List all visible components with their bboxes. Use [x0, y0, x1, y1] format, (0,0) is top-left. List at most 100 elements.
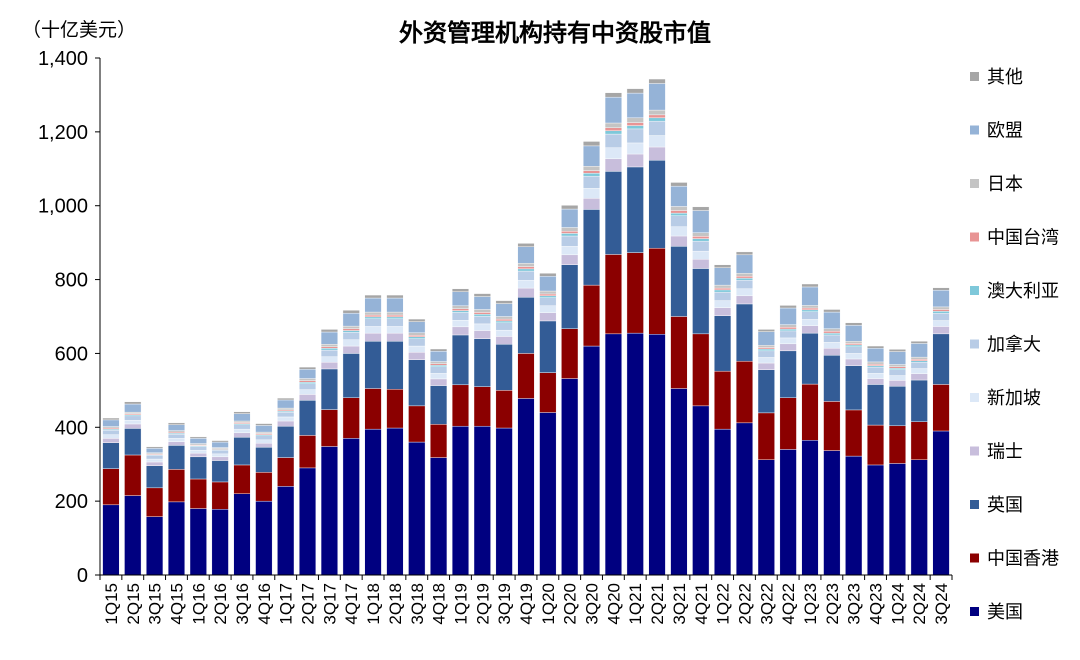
bar-segment	[779, 449, 797, 576]
bar-segment	[692, 206, 710, 211]
bar-segment	[189, 436, 207, 439]
bar-segment	[692, 259, 710, 269]
bar-segment	[867, 366, 885, 374]
bar-segment	[233, 428, 251, 434]
x-tick-label: 2Q22	[735, 583, 754, 625]
bar-segment	[604, 147, 622, 160]
bar-segment	[473, 309, 491, 313]
bar-segment	[561, 235, 579, 247]
x-tick-label: 2Q17	[299, 583, 318, 625]
y-tick-label: 800	[55, 270, 88, 292]
bar-segment	[801, 440, 819, 576]
bar-segment	[692, 250, 710, 260]
bar-segment	[779, 343, 797, 352]
bar-segment	[604, 96, 622, 124]
bar-segment	[670, 215, 688, 227]
bar-segment	[801, 332, 819, 385]
bar-segment	[517, 266, 535, 270]
bar-segment	[299, 400, 317, 436]
bar-segment	[102, 468, 120, 506]
x-tick-label: 1Q17	[277, 583, 296, 625]
bar-segment	[888, 364, 906, 367]
bar-segment	[932, 311, 950, 314]
bar-segment	[910, 343, 928, 358]
x-tick-label: 3Q24	[932, 583, 951, 625]
bar-segment	[626, 332, 644, 576]
bar-segment	[888, 351, 906, 365]
bar-segment	[648, 109, 666, 116]
bar-segment	[539, 290, 557, 295]
y-tick-label: 1,400	[38, 48, 88, 70]
bar-segment	[189, 452, 207, 458]
bar-segment	[277, 407, 295, 411]
bar-segment	[473, 338, 491, 387]
x-tick-label: 3Q23	[845, 583, 864, 625]
bar-segment	[561, 378, 579, 576]
bar-segment	[779, 307, 797, 325]
bar-segment	[386, 332, 404, 342]
bar-segment	[451, 308, 469, 311]
bar-segment	[867, 363, 885, 366]
bar-segment	[539, 297, 557, 306]
bar-segment	[692, 210, 710, 233]
bar-segment	[714, 300, 732, 308]
bar-segment	[255, 472, 273, 502]
bar-segment	[670, 206, 688, 211]
bar-segment	[583, 209, 601, 286]
legend-swatch	[970, 286, 979, 295]
bar-segment	[561, 328, 579, 379]
bar-segment	[102, 434, 120, 439]
bar-segment	[626, 166, 644, 253]
bar-segment	[801, 383, 819, 441]
x-tick-label: 1Q21	[626, 583, 645, 625]
bar-segment	[626, 153, 644, 168]
y-tick-label: 200	[55, 491, 88, 513]
bar-segment	[910, 459, 928, 576]
bar-segment	[320, 409, 338, 447]
bar-segment	[604, 130, 622, 135]
bar-segment	[670, 316, 688, 389]
bar-segment	[342, 330, 360, 333]
bar-segment	[714, 307, 732, 316]
bar-segment	[757, 347, 775, 350]
bar-segment	[932, 320, 950, 327]
bar-segment	[517, 270, 535, 281]
bar-segment	[408, 359, 426, 407]
legend-entry: 其他	[987, 67, 1023, 88]
bar-segment	[451, 425, 469, 576]
legend-swatch	[970, 125, 979, 135]
bar-segment	[757, 348, 775, 352]
bar-segment	[495, 390, 513, 429]
bar-segment	[735, 277, 753, 281]
bar-segment	[430, 363, 448, 366]
bar-segment	[124, 411, 142, 414]
bar-segment	[735, 422, 753, 576]
bar-segment	[583, 170, 601, 174]
bar-segment	[364, 388, 382, 430]
bar-segment	[757, 331, 775, 346]
bar-segment	[146, 458, 164, 463]
bar-segment	[124, 420, 142, 425]
bar-segment	[845, 365, 863, 411]
bar-segment	[604, 122, 622, 128]
bar-segment	[320, 343, 338, 347]
bar-segment	[888, 349, 906, 352]
bar-segment	[692, 333, 710, 407]
bar-segment	[539, 320, 557, 373]
bar-segment	[189, 456, 207, 480]
legend-entry: 澳大利亚	[987, 281, 1059, 302]
legend-swatch	[970, 339, 979, 349]
bar-segment	[670, 388, 688, 576]
x-tick-label: 1Q19	[451, 583, 470, 625]
x-tick-label: 3Q21	[670, 583, 689, 625]
bar-segment	[757, 350, 775, 358]
bar-segment	[517, 243, 535, 247]
bar-segment	[583, 145, 601, 167]
legend-entry: 新加坡	[987, 388, 1041, 409]
bar-segment	[277, 411, 295, 418]
x-tick-label: 3Q17	[320, 583, 339, 625]
bar-segment	[692, 240, 710, 252]
bar-segment	[430, 373, 448, 380]
bar-segment	[648, 146, 666, 161]
